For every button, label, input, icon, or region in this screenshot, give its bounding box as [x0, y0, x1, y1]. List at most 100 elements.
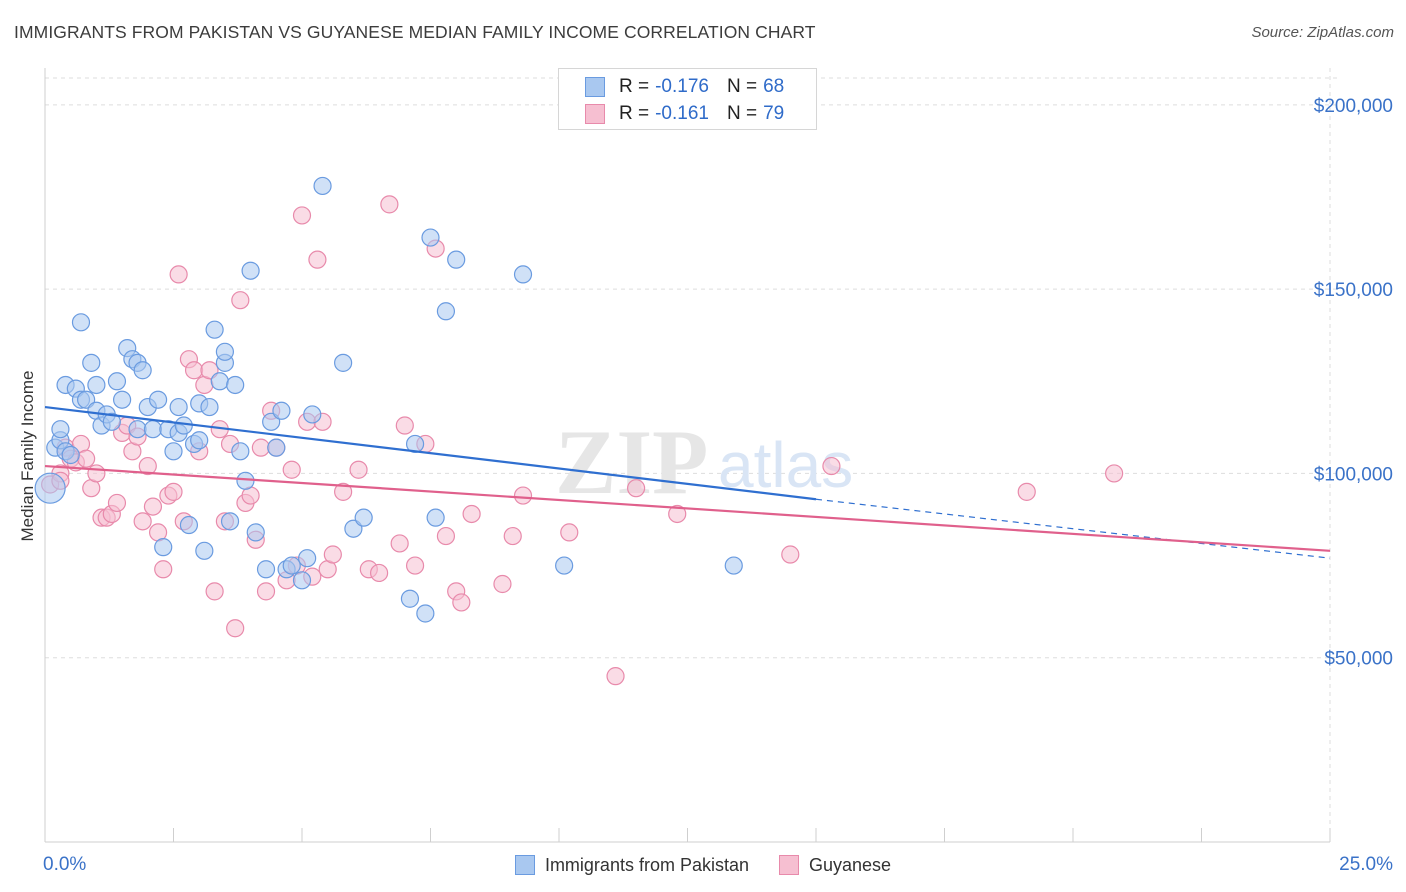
legend-item-guyanese[interactable]: Guyanese — [779, 855, 891, 876]
y-tick-label-2: $150,000 — [1314, 280, 1393, 301]
point-guyanese-69 — [493, 574, 512, 594]
grid-lines — [45, 68, 1338, 842]
point-guyanese-42 — [256, 582, 276, 601]
point-guyanese-62 — [405, 556, 425, 575]
point-pakistan-63 — [405, 434, 425, 454]
series-legend: Immigrants from Pakistan Guyanese — [0, 852, 1406, 878]
point-pakistan-39 — [205, 320, 224, 339]
point-pakistan-68 — [447, 250, 466, 269]
y-tick-label-1: $100,000 — [1314, 464, 1393, 485]
watermark: ZIP atlas — [555, 411, 853, 513]
point-pakistan-64 — [416, 604, 435, 623]
legend-swatch-guyanese — [585, 104, 605, 124]
point-guyanese-41 — [251, 438, 270, 457]
point-pakistan-6 — [61, 445, 80, 465]
point-pakistan-52 — [272, 401, 291, 420]
point-guyanese-70 — [503, 526, 522, 546]
point-guyanese-28 — [184, 361, 204, 380]
point-pakistan-11 — [82, 353, 101, 372]
point-pakistan-33 — [179, 515, 199, 535]
point-pakistan-49 — [256, 560, 276, 579]
point-guyanese-72 — [560, 523, 579, 542]
legend-item-pakistan[interactable]: Immigrants from Pakistan — [514, 854, 749, 876]
point-pakistan-62 — [400, 589, 420, 608]
point-pakistan-36 — [190, 431, 209, 450]
point-pakistan-69 — [513, 265, 533, 284]
point-guyanese-54 — [323, 545, 342, 564]
point-guyanese-36 — [226, 619, 245, 638]
point-guyanese-75 — [668, 504, 687, 524]
point-pakistan-27 — [154, 538, 173, 557]
point-pakistan-70 — [555, 556, 574, 575]
source-note: Source: ZipAtlas.com — [1251, 24, 1394, 41]
point-guyanese-51 — [308, 250, 327, 269]
point-pakistan-51 — [267, 438, 286, 457]
point-pakistan-42 — [215, 342, 234, 361]
point-guyanese-18 — [133, 512, 152, 531]
point-guyanese-73 — [606, 667, 625, 686]
point-pakistan-3 — [51, 420, 70, 439]
point-pakistan-58 — [313, 176, 332, 196]
point-pakistan-66 — [426, 508, 445, 527]
point-pakistan-47 — [241, 261, 260, 280]
legend-row-guyanese: R = -0.161 N = 79 — [585, 101, 784, 127]
point-guyanese-74 — [626, 479, 646, 498]
point-pakistan-29 — [164, 442, 183, 461]
point-pakistan-25 — [143, 420, 163, 439]
point-pakistan-31 — [169, 397, 188, 417]
point-guyanese-13 — [107, 493, 127, 513]
legend-r-label: R = — [619, 103, 650, 124]
point-pakistan-16 — [102, 412, 121, 431]
trend-line-guyanese — [44, 464, 1331, 552]
point-guyanese-56 — [349, 460, 368, 479]
trend-line-pakistan-extension — [815, 498, 1331, 559]
point-pakistan-38 — [200, 397, 219, 417]
point-guyanese-71 — [513, 486, 533, 505]
point-pakistan-54 — [282, 556, 301, 575]
point-pakistan-18 — [112, 390, 132, 409]
legend-swatch-pakistan — [585, 77, 605, 97]
point-pakistan-59 — [334, 353, 353, 372]
point-guyanese-77 — [822, 456, 841, 476]
legend-swatch-guyanese — [779, 855, 799, 875]
point-guyanese-55 — [334, 482, 353, 501]
point-guyanese-65 — [436, 526, 456, 546]
y-tick-labels: $50,000 $100,000 $150,000 $200,000 — [1314, 96, 1393, 670]
point-guyanese-20 — [143, 497, 163, 516]
legend-label-pakistan: Immigrants from Pakistan — [544, 854, 749, 875]
chart-title: IMMIGRANTS FROM PAKISTAN VS GUYANESE MED… — [14, 22, 816, 42]
point-guyanese-24 — [164, 482, 183, 501]
point-guyanese-78 — [1017, 482, 1036, 501]
point-pakistan-13 — [87, 375, 106, 395]
legend-n-value: 79 — [763, 103, 785, 124]
point-guyanese-59 — [380, 195, 399, 214]
point-pakistan-57 — [303, 405, 322, 424]
series-pakistan — [34, 176, 743, 623]
point-guyanese-22 — [154, 560, 173, 579]
point-pakistan-40 — [210, 372, 229, 391]
trend-lines — [44, 405, 1331, 559]
point-guyanese-25 — [169, 265, 188, 284]
point-guyanese-79 — [1105, 464, 1124, 483]
point-pakistan-22 — [128, 420, 147, 439]
point-guyanese-58 — [370, 563, 389, 583]
point-pakistan-56 — [298, 549, 317, 568]
point-guyanese-68 — [462, 504, 481, 524]
point-pakistan-23 — [133, 361, 152, 380]
x-tick-label-min: 0.0% — [43, 854, 86, 875]
point-guyanese-76 — [781, 545, 800, 564]
point-guyanese-9 — [87, 464, 106, 483]
point-pakistan-43 — [220, 512, 240, 531]
legend-r-label: R = — [619, 76, 650, 97]
point-pakistan-32 — [174, 416, 193, 435]
point-guyanese-67 — [452, 593, 471, 612]
point-pakistan-55 — [292, 571, 312, 590]
point-pakistan-45 — [231, 442, 250, 461]
point-guyanese-61 — [395, 416, 414, 435]
legend-swatch-pakistan — [514, 855, 535, 875]
point-pakistan-0 — [34, 472, 66, 504]
legend-n-label: N = — [726, 76, 758, 97]
point-guyanese-19 — [138, 456, 157, 476]
point-pakistan-61 — [354, 508, 373, 527]
